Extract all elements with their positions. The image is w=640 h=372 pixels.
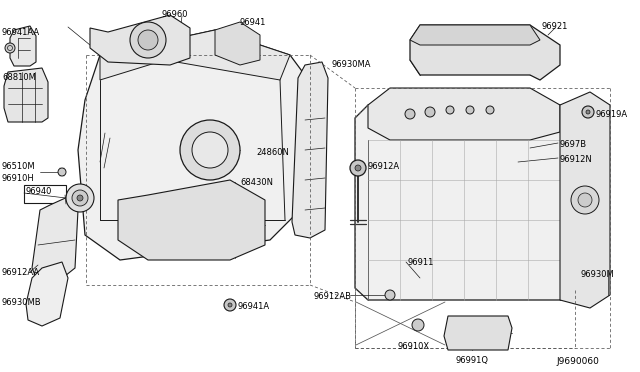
Polygon shape bbox=[410, 25, 560, 80]
Text: 96921: 96921 bbox=[542, 22, 568, 31]
Text: 9697B: 9697B bbox=[560, 140, 587, 149]
Text: 68430N: 68430N bbox=[240, 178, 273, 187]
Text: 96930MB: 96930MB bbox=[2, 298, 42, 307]
Polygon shape bbox=[4, 68, 48, 122]
Polygon shape bbox=[32, 195, 78, 282]
Circle shape bbox=[58, 168, 66, 176]
Text: 96910H: 96910H bbox=[2, 174, 35, 183]
Polygon shape bbox=[90, 15, 190, 65]
Text: 96919A: 96919A bbox=[596, 110, 628, 119]
Circle shape bbox=[192, 132, 228, 168]
Polygon shape bbox=[10, 26, 36, 66]
Polygon shape bbox=[368, 88, 560, 140]
Circle shape bbox=[130, 22, 166, 58]
Circle shape bbox=[72, 190, 88, 206]
Polygon shape bbox=[355, 105, 575, 300]
Polygon shape bbox=[26, 262, 68, 326]
Circle shape bbox=[412, 319, 424, 331]
Text: 96941: 96941 bbox=[240, 18, 266, 27]
Text: 96941A: 96941A bbox=[238, 302, 270, 311]
Polygon shape bbox=[444, 316, 512, 350]
Circle shape bbox=[405, 109, 415, 119]
Text: 96910X: 96910X bbox=[398, 342, 430, 351]
Text: 96930MA: 96930MA bbox=[332, 60, 371, 69]
Circle shape bbox=[466, 106, 474, 114]
Circle shape bbox=[66, 184, 94, 212]
Text: 96930M: 96930M bbox=[580, 270, 614, 279]
Bar bbox=[24, 185, 66, 203]
Text: 96510M: 96510M bbox=[2, 162, 36, 171]
Text: 68810M: 68810M bbox=[2, 73, 36, 82]
Circle shape bbox=[385, 290, 395, 300]
Text: 96991Q: 96991Q bbox=[456, 356, 489, 365]
Circle shape bbox=[77, 195, 83, 201]
Circle shape bbox=[138, 30, 158, 50]
Polygon shape bbox=[78, 30, 310, 260]
Text: 96911: 96911 bbox=[408, 258, 435, 267]
Circle shape bbox=[446, 106, 454, 114]
Circle shape bbox=[578, 193, 592, 207]
Circle shape bbox=[425, 107, 435, 117]
Text: 96960: 96960 bbox=[162, 10, 189, 19]
Text: 24860N: 24860N bbox=[256, 148, 289, 157]
Polygon shape bbox=[100, 30, 290, 80]
Circle shape bbox=[350, 160, 366, 176]
Circle shape bbox=[586, 110, 590, 114]
Circle shape bbox=[582, 106, 594, 118]
Circle shape bbox=[224, 299, 236, 311]
Polygon shape bbox=[560, 92, 610, 308]
Polygon shape bbox=[292, 62, 328, 238]
Circle shape bbox=[228, 303, 232, 307]
Polygon shape bbox=[410, 25, 540, 45]
Text: 96912A: 96912A bbox=[368, 162, 400, 171]
Circle shape bbox=[571, 186, 599, 214]
Polygon shape bbox=[215, 22, 260, 65]
Text: 96912AB: 96912AB bbox=[314, 292, 352, 301]
Text: 96912AA: 96912AA bbox=[2, 268, 40, 277]
Circle shape bbox=[180, 120, 240, 180]
Circle shape bbox=[355, 165, 361, 171]
Circle shape bbox=[8, 45, 13, 51]
Text: 96912N: 96912N bbox=[560, 155, 593, 164]
Circle shape bbox=[486, 106, 494, 114]
Text: 96941AA: 96941AA bbox=[2, 28, 40, 37]
Text: 96940: 96940 bbox=[26, 187, 52, 196]
Polygon shape bbox=[118, 180, 265, 260]
Text: J9690060: J9690060 bbox=[556, 357, 599, 366]
Circle shape bbox=[5, 43, 15, 53]
